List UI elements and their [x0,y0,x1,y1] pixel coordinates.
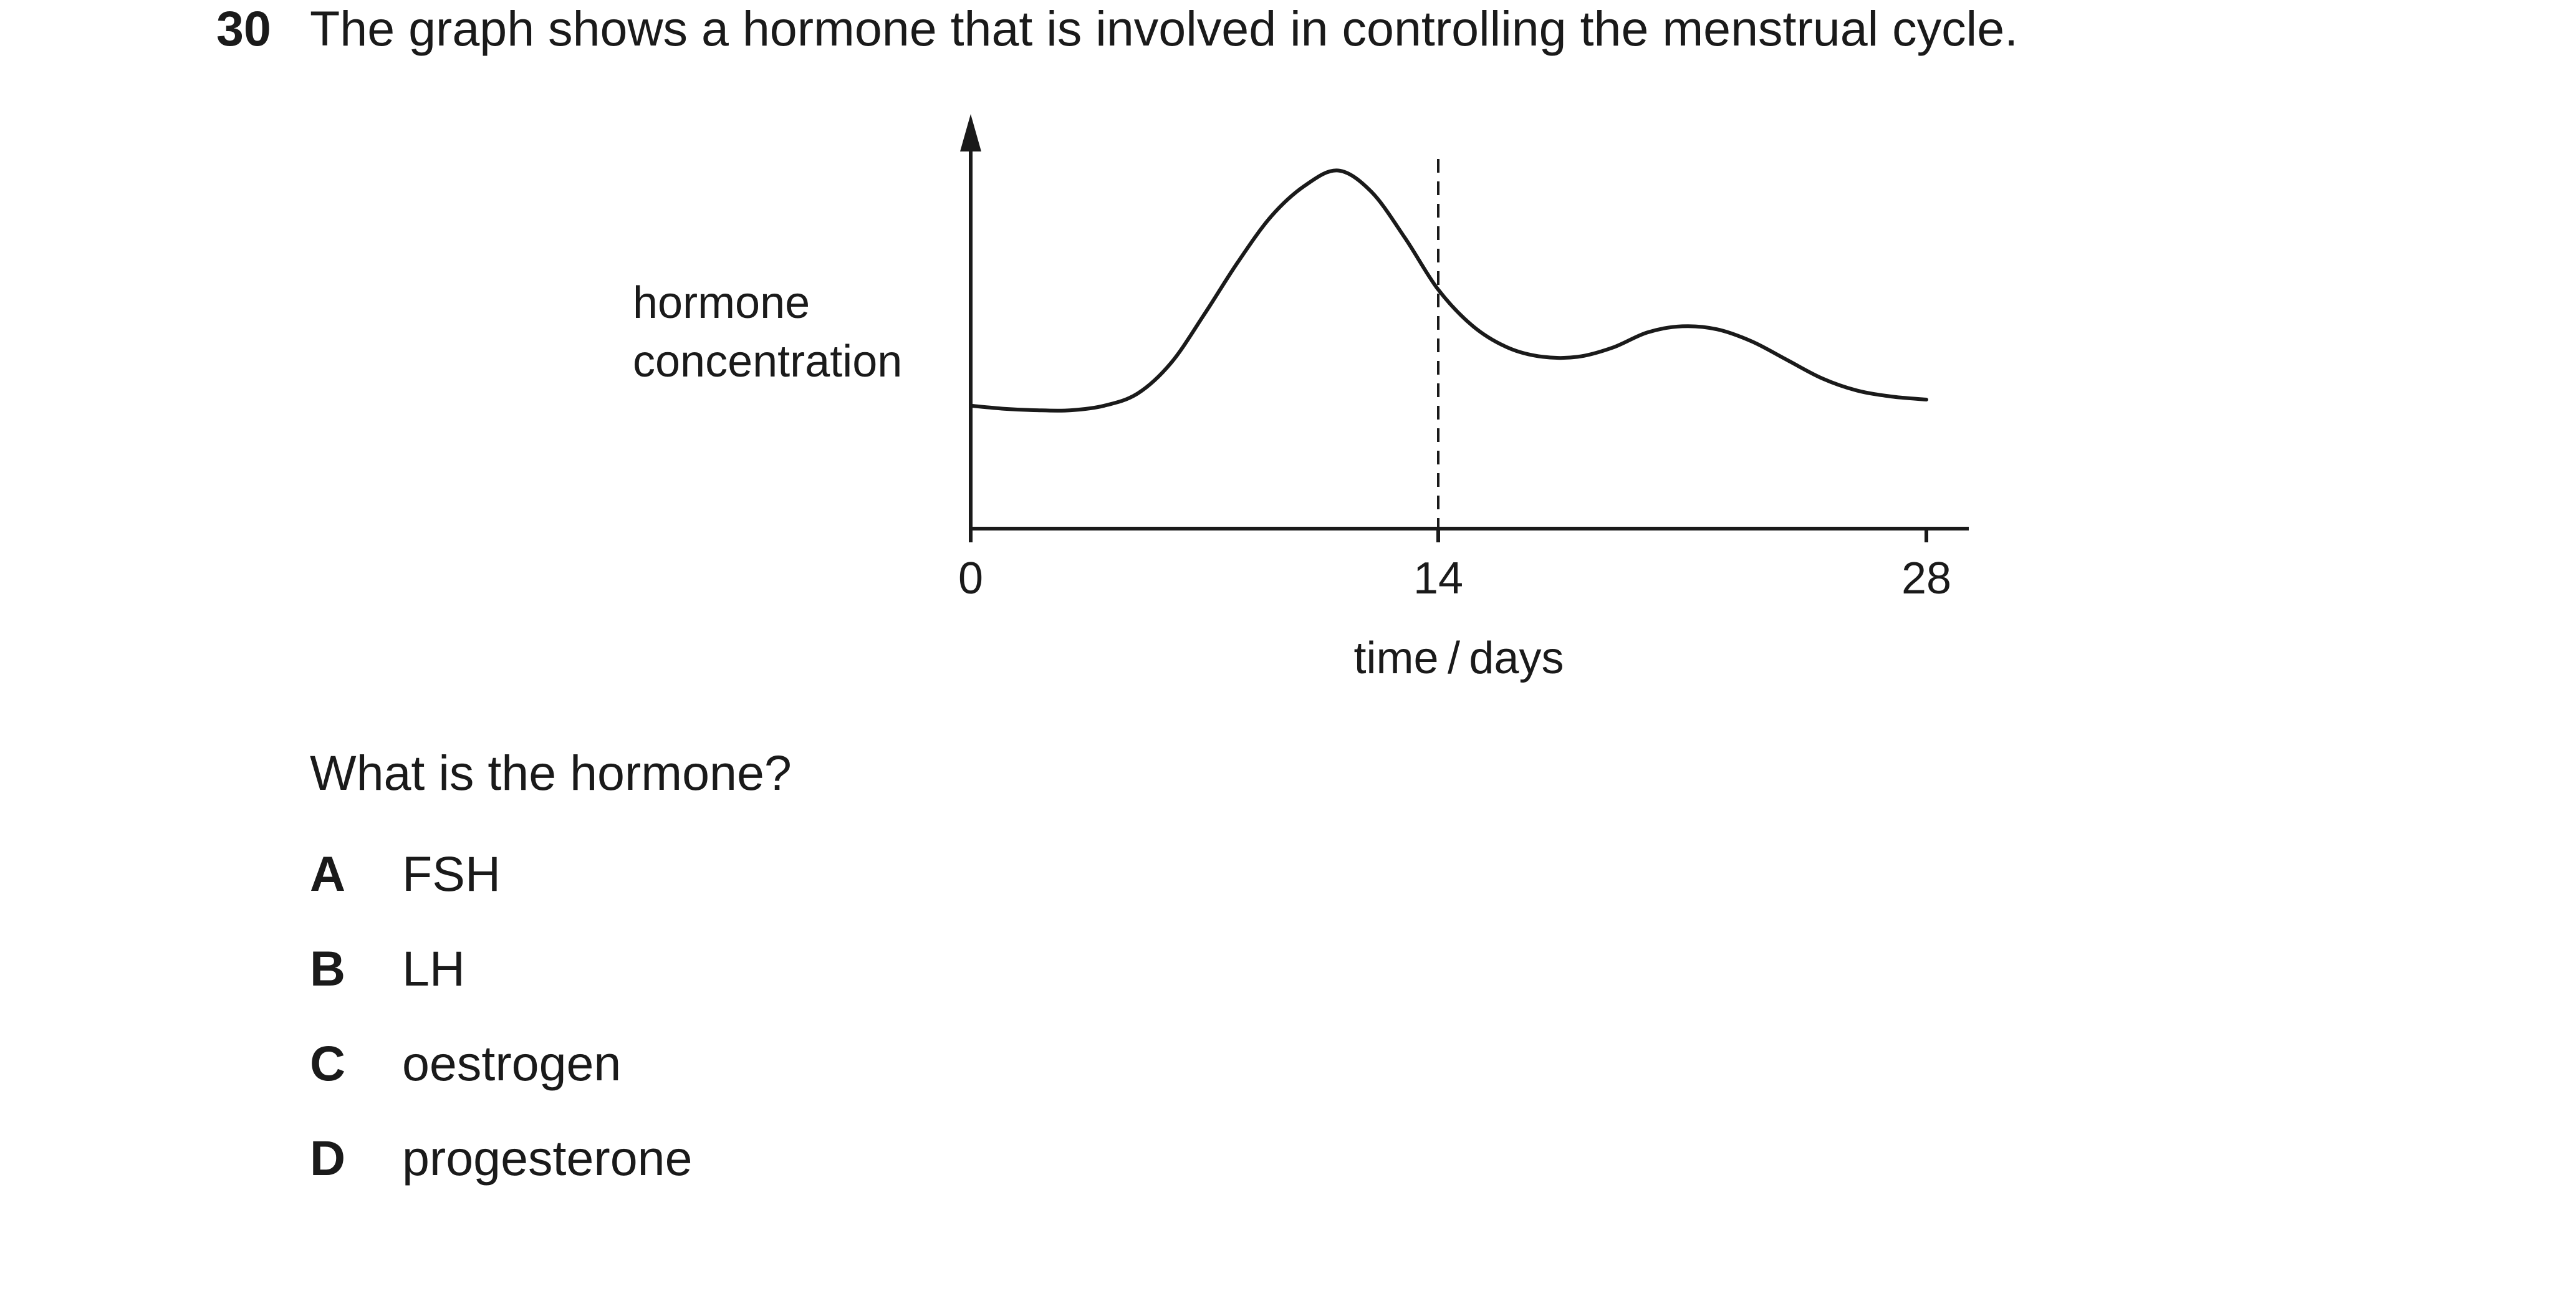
option-letter: C [310,1035,346,1091]
x-ticks [969,529,1928,542]
hormone-graph: 0 14 28 hormone concentration time / day… [633,114,1969,683]
option-letter: D [310,1130,346,1186]
x-tick-label-14: 14 [1413,554,1463,603]
hormone-curve [969,168,1928,413]
option-letter: B [310,941,346,996]
x-tick-label-0: 0 [958,554,983,603]
option-text: FSH [402,846,501,901]
question-number: 30 [216,1,271,56]
y-axis-arrowhead [960,114,981,151]
option-text: progesterone [402,1130,693,1186]
option-letter: A [310,846,346,901]
question-prompt: What is the hormone? [310,745,792,800]
y-axis-label-line2: concentration [633,337,902,386]
y-axis-label-line1: hormone [633,278,810,328]
option-text: LH [402,941,465,996]
x-axis-label: time / days [1354,633,1564,683]
question-stem: The graph shows a hormone that is involv… [310,1,2019,56]
option-text: oestrogen [402,1035,622,1091]
x-tick-label-28: 28 [1901,554,1951,603]
